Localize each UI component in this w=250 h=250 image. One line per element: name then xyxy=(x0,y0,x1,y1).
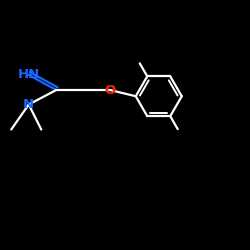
Text: HN: HN xyxy=(18,68,40,82)
Text: N: N xyxy=(23,98,34,111)
Text: O: O xyxy=(104,84,116,96)
